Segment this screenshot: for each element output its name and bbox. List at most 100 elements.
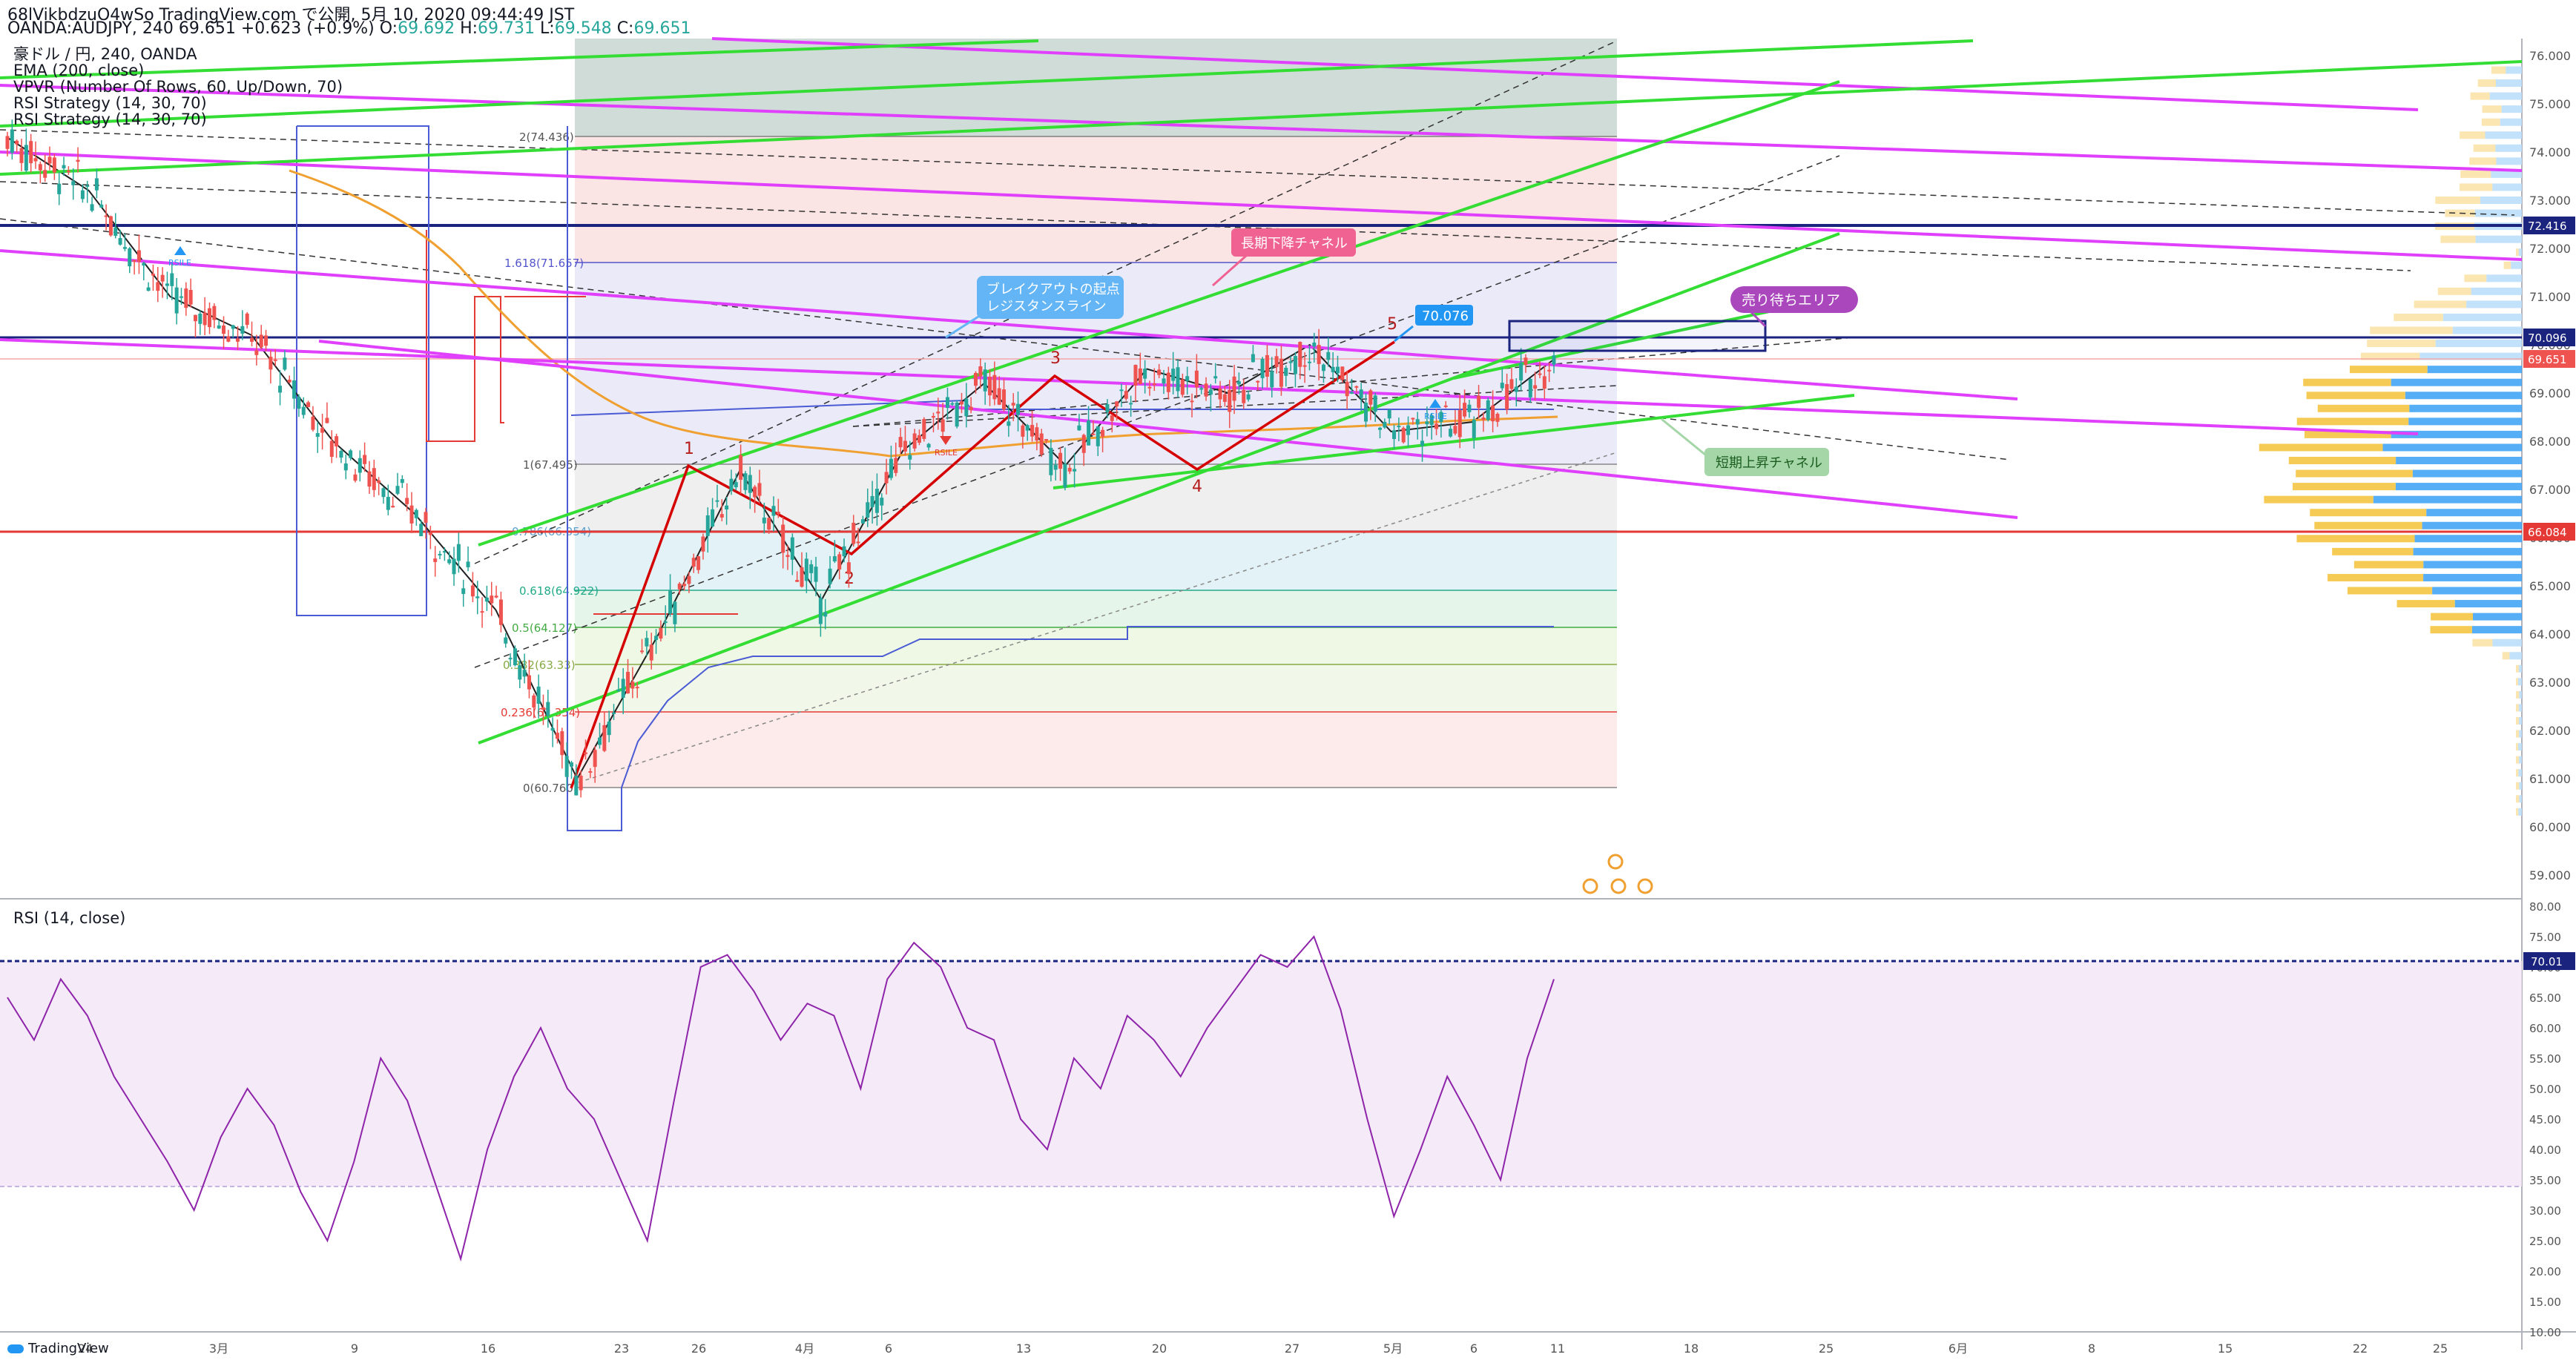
- symbol-label[interactable]: OANDA:AUDJPY, 240: [7, 19, 174, 38]
- candle-body: [118, 237, 122, 245]
- rsi-line: [7, 935, 1555, 1262]
- wave-label-4: 4: [1192, 478, 1202, 496]
- time-tick: 26: [691, 1341, 706, 1356]
- candle-body: [1392, 430, 1397, 440]
- callout-long-down-channel[interactable]: 長期下降チャネル: [1212, 228, 1356, 287]
- vpvr-buy-bar: [2454, 600, 2522, 608]
- time-tick: 20: [1152, 1341, 1167, 1356]
- candle-body: [532, 695, 536, 708]
- candle-body: [1157, 369, 1162, 375]
- vpvr-sell-bar: [2469, 157, 2497, 165]
- time-tick: 8: [2088, 1341, 2095, 1356]
- candle-body: [715, 500, 719, 502]
- callout-short-up-channel[interactable]: 短期上昇チャネル: [1661, 418, 1829, 476]
- fib-label-1618: 1.618(71.657): [504, 257, 584, 270]
- candle-body: [527, 675, 531, 690]
- candle-body: [1133, 365, 1138, 386]
- candle-body: [711, 509, 715, 527]
- vpvr-buy-bar: [2518, 248, 2522, 257]
- candle-body: [236, 338, 240, 342]
- candle-body: [550, 727, 555, 731]
- candle-body: [1279, 359, 1283, 387]
- vpvr-buy-bar: [2496, 157, 2522, 165]
- candle-body: [837, 554, 842, 570]
- candle-body: [311, 416, 315, 430]
- candle-body: [894, 458, 898, 473]
- candle-body: [104, 215, 108, 217]
- rsi-tick: 35.00: [2529, 1174, 2561, 1187]
- vpvr-sell-bar: [2304, 430, 2391, 438]
- vpvr-sell-bar: [2328, 573, 2424, 581]
- legend-ema[interactable]: EMA (200, close): [13, 62, 145, 79]
- long-down-channel-lines[interactable]: [0, 37, 2523, 519]
- time-axis[interactable]: 24 3月 9 16 23 26 4月 6 13 20 27 5月 6 11 18 25 6月 8 15 22 25: [78, 1341, 2448, 1356]
- candle-body: [917, 435, 921, 443]
- candle-body: [536, 686, 541, 704]
- candle-body: [409, 505, 414, 524]
- candle-body: [687, 575, 691, 584]
- vpvr-buy-bar: [2382, 443, 2522, 452]
- candle-body: [47, 156, 52, 164]
- vpvr-sell-bar: [2516, 248, 2519, 257]
- vpvr-buy-bar: [2511, 261, 2522, 269]
- vpvr-buy-bar: [2471, 287, 2522, 295]
- legend-rsi-strategy-2[interactable]: RSI Strategy (14, 30, 70): [13, 110, 207, 128]
- candle-body: [94, 178, 99, 191]
- vpvr-buy-bar: [2373, 495, 2522, 504]
- candle-body: [593, 750, 597, 768]
- candle-body: [377, 480, 381, 484]
- candle-body: [1242, 389, 1246, 403]
- legend-vpvr[interactable]: VPVR (Number Of Rows, 60, Up/Down, 70): [13, 78, 343, 96]
- candle-body: [734, 482, 738, 488]
- short-up-channel-lines[interactable]: [0, 39, 2523, 745]
- rsi-panel[interactable]: RSI (14, close) 80.0075.0070.0065.0060.0…: [0, 900, 2575, 1339]
- event-markers[interactable]: [1582, 854, 1653, 894]
- sell-zone-box[interactable]: [1508, 320, 1767, 352]
- fib-label-2: 2(74.436): [519, 131, 574, 144]
- vpvr-buy-bar: [2485, 131, 2522, 139]
- candle-body: [1335, 366, 1340, 374]
- candle-body: [5, 136, 10, 149]
- candle-body: [814, 567, 818, 582]
- candle-body: [753, 486, 757, 498]
- candle-body: [1152, 383, 1156, 386]
- candle-body: [358, 458, 362, 473]
- callout-sell-zone[interactable]: 売り待ちエリア: [1730, 286, 1858, 328]
- vpvr-buy-bar: [2435, 340, 2522, 348]
- rsi-title: RSI (14, close): [13, 909, 125, 927]
- candle-body: [851, 522, 856, 544]
- callout-breakout-resistance[interactable]: ブレイクアウトの起点 レジスタンスライン: [945, 276, 1124, 339]
- candle-body: [1246, 394, 1251, 400]
- vpvr-sell-bar: [2472, 638, 2493, 647]
- candle-body: [1199, 388, 1204, 390]
- candle-body: [1326, 352, 1331, 360]
- candle-body: [668, 590, 673, 614]
- legend-symbol[interactable]: 豪ドル / 円, 240, OANDA: [13, 45, 197, 63]
- candle-body: [1143, 369, 1147, 379]
- indicator-legend[interactable]: 豪ドル / 円, 240, OANDA EMA (200, close) VPV…: [13, 46, 343, 128]
- vpvr-sell-bar: [2440, 235, 2476, 243]
- vpvr-buy-bar: [2412, 469, 2522, 478]
- price-axis[interactable]: 76.000 75.000 74.000 73.000 72.000 71.000 70.0…: [2529, 49, 2571, 882]
- candle-body: [264, 335, 269, 346]
- candle-body: [212, 306, 217, 320]
- candle-body: [1274, 356, 1279, 367]
- high-label: H:: [460, 19, 478, 38]
- candle-body: [386, 497, 390, 510]
- candle-body: [1002, 389, 1007, 410]
- vpvr-sell-bar: [2361, 352, 2420, 360]
- rsile-label-b: RSILE: [1424, 412, 1447, 421]
- open-value: 69.692: [398, 19, 455, 38]
- legend-rsi-strategy-1[interactable]: RSI Strategy (14, 30, 70): [13, 94, 207, 112]
- candle-body: [860, 519, 865, 524]
- vpvr-sell-bar: [2306, 392, 2405, 400]
- vpvr-buy-bar: [2518, 664, 2522, 673]
- candle-body: [1284, 367, 1288, 376]
- price-tag-70076[interactable]: 70.076: [1394, 305, 1473, 343]
- candle-body: [391, 506, 395, 508]
- vpvr-sell-bar: [2349, 366, 2428, 374]
- candle-body: [283, 357, 287, 370]
- candle-body: [1265, 354, 1269, 377]
- candle-body: [959, 401, 963, 405]
